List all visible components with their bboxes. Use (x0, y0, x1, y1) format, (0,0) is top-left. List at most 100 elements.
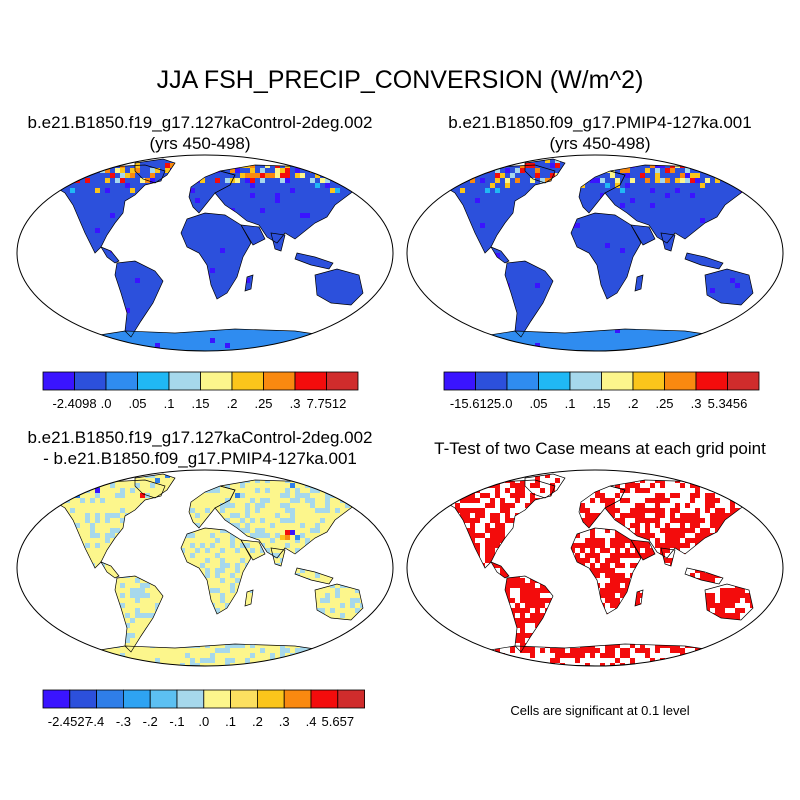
coast-centralAmerica (490, 561, 510, 579)
colorbar-tick-label: 5.3456 (708, 396, 748, 411)
colorbar-tick-label: .15 (592, 396, 610, 411)
colorbar-box (569, 371, 602, 391)
panel-title-difference: b.e21.B1850.f19_g17.127kaControl-2deg.00… (0, 427, 400, 469)
colorbar-tick-label: 5.657 (322, 714, 355, 729)
colorbar-box (443, 371, 476, 391)
land-northAmerica (51, 165, 165, 253)
colorbar-box (263, 371, 296, 391)
coast-africa (180, 212, 252, 300)
panel-title-ttest-line1: T-Test of two Case means at each grid po… (434, 439, 766, 458)
panel-title-case1-line1: b.e21.B1850.f19_g17.127kaControl-2deg.00… (27, 113, 373, 132)
colorbar-box (475, 371, 508, 391)
map-ttest (406, 469, 784, 667)
colorbar-box (326, 371, 359, 391)
colorbar-tick-label: .0 (101, 396, 112, 411)
colorbar-tick-label: -.3 (116, 714, 131, 729)
map-border (406, 469, 784, 667)
land-africa (571, 213, 641, 299)
coast-southAmerica (504, 575, 554, 653)
coast-arabia (630, 539, 656, 561)
land-australia (315, 269, 363, 305)
colorbar-box (123, 689, 151, 709)
coast-southAmerica (114, 260, 164, 338)
map-case2 (406, 154, 784, 352)
coast-australia (314, 268, 364, 306)
colorbar-tick-label: -2.4527 (48, 714, 92, 729)
colorbar-tick-label: .2 (252, 714, 263, 729)
coast-africa (570, 212, 642, 300)
colorbar-box (632, 371, 665, 391)
coast-centralAmerica (100, 246, 120, 264)
land-southAmerica (115, 261, 163, 337)
figure-title: JJA FSH_PRECIP_CONVERSION (W/m^2) (156, 66, 644, 94)
coast-greenland (134, 158, 176, 184)
colorbar-box (69, 689, 97, 709)
coast-madagascar (634, 589, 644, 607)
land-asia (605, 165, 755, 243)
colorbar-box (601, 371, 634, 391)
land-europe (189, 486, 235, 528)
colorbar-box (664, 371, 697, 391)
colorbar-tick-label: .3 (691, 396, 702, 411)
colorbar-box (310, 689, 339, 709)
colorbar-box (283, 689, 312, 709)
coast-africa (570, 527, 642, 615)
colorbar-tick-label: .25 (254, 396, 272, 411)
coast-africa (180, 527, 252, 615)
land-centralAmerica (101, 247, 119, 263)
colorbar-tick-label: -15.6125 (450, 396, 501, 411)
colorbar-tick-label: .2 (628, 396, 639, 411)
colorbar-box (105, 371, 138, 391)
colorbar-box (231, 371, 264, 391)
colorbar-box (294, 371, 327, 391)
coast-indonesia (684, 252, 724, 270)
colorbar-box (42, 689, 71, 709)
colorbar-tick-label: .2 (227, 396, 238, 411)
coast-india (270, 232, 286, 252)
coast-indonesia (294, 567, 334, 585)
panel-title-ttest: T-Test of two Case means at each grid po… (400, 438, 800, 459)
panel-title-difference-line2: - b.e21.B1850.f09_g17.PMIP4-127ka.001 (43, 449, 357, 468)
land-antarctica (477, 329, 725, 351)
coast-arabia (630, 224, 656, 246)
colorbar-box (506, 371, 539, 391)
land-southAmerica (505, 261, 553, 337)
colorbar-box (74, 371, 107, 391)
land-indonesia (685, 253, 723, 269)
colorbar-tick-label: .05 (128, 396, 146, 411)
colorbar-tick-label: .0 (198, 714, 209, 729)
colorbar-tick-label: .1 (565, 396, 576, 411)
colorbar-box (176, 689, 205, 709)
coast-australia (704, 268, 754, 306)
map-border (16, 154, 394, 352)
colorbar-box (200, 371, 233, 391)
colorbar-case2: -15.6125.0 .05 .1 .15 .2 .25 .3 5.3456 (443, 371, 760, 411)
colorbar-tick-label: .3 (290, 396, 301, 411)
colorbar-tick-label: .3 (279, 714, 290, 729)
coast-madagascar (244, 589, 254, 607)
panel-title-case1-line2: (yrs 450-498) (149, 134, 251, 153)
land-northAmerica (51, 480, 165, 568)
map-case1 (16, 154, 394, 352)
colorbar-box (695, 371, 728, 391)
coast-southAmerica (504, 260, 554, 338)
colorbar-case1: -2.4098 .0 .05 .1 .15 .2 .25 .3 7.7512 (42, 371, 359, 411)
coast-southAmerica (114, 575, 164, 653)
colorbar-tick-label: .4 (306, 714, 317, 729)
panel-title-case2: b.e21.B1850.f09_g17.PMIP4-127ka.001 (yrs… (400, 112, 800, 154)
colorbar-box (96, 689, 124, 709)
coast-madagascar (244, 274, 254, 292)
coast-arabia (240, 539, 266, 561)
map-difference (16, 469, 394, 667)
land-indonesia (295, 253, 333, 269)
colorbar-tick-label: -2.4098 (52, 396, 96, 411)
panel-title-case2-line2: (yrs 450-498) (549, 134, 651, 153)
land-arabia (631, 225, 655, 245)
coast-greenland (134, 473, 176, 499)
colorbar-tick-label: -.1 (169, 714, 184, 729)
land-arabia (241, 225, 265, 245)
coast-greenland (524, 158, 566, 184)
colorbar-tick-label: .05 (529, 396, 547, 411)
colorbar-tick-label: -.4 (89, 714, 104, 729)
coast-greenland (524, 473, 566, 499)
